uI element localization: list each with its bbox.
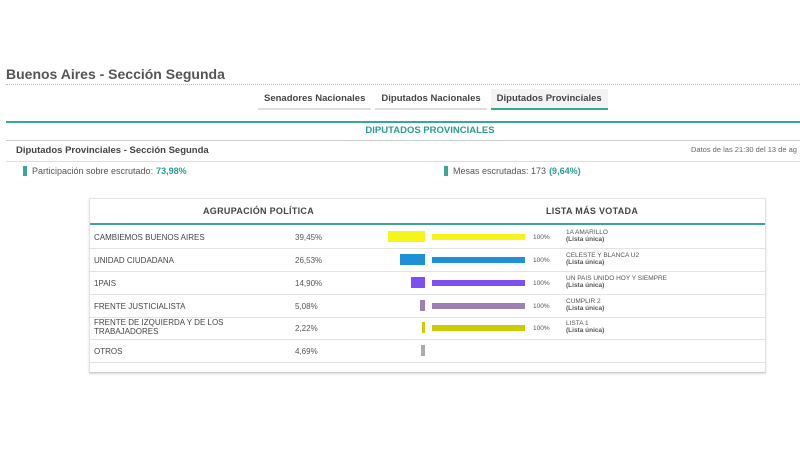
vote-share-bar — [411, 277, 425, 288]
list-subtitle: (Lista única) — [566, 327, 605, 334]
section-subtitle: Diputados Provinciales - Sección Segunda — [16, 145, 209, 156]
party-name: 1PAIS — [94, 279, 117, 288]
table-row: CAMBIEMOS BUENOS AIRES 39,45% 100% 1A AMARI… — [90, 226, 765, 249]
mesas-label: Mesas escrutadas: 173 — [453, 166, 547, 176]
list-subtitle: (Lista única) — [566, 305, 605, 312]
list-info: UN PAIS UNIDO HOY Y SIEMPRE (Lista única) — [566, 275, 667, 289]
vote-share-bar — [388, 231, 425, 242]
list-info: LISTA 1 (Lista única) — [566, 320, 604, 334]
participation-value: 73,98% — [156, 166, 187, 176]
party-percentage: 14,90% — [295, 279, 323, 288]
list-percentage: 100% — [533, 303, 550, 310]
data-timestamp: Datos de las 21:30 del 13 de ag — [691, 145, 797, 154]
column-header-lista: LISTA MÁS VOTADA — [546, 206, 639, 216]
list-info: 1A AMARILLO (Lista única) — [566, 229, 608, 243]
tab-senadores-nacionales[interactable]: Senadores Nacionales — [258, 89, 372, 110]
list-name: UN PAIS UNIDO HOY Y SIEMPRE — [566, 275, 668, 282]
list-name: 1A AMARILLO — [566, 229, 608, 236]
list-name: CUMPLIR 2 — [566, 298, 601, 305]
page-title: Buenos Aires - Sección Segunda — [6, 66, 225, 82]
list-percentage: 100% — [533, 257, 550, 264]
results-card: AGRUPACIÓN POLÍTICA LISTA MÁS VOTADA CAM… — [89, 198, 766, 373]
list-percentage: 100% — [533, 280, 550, 287]
tab-diputados-nacionales[interactable]: Diputados Nacionales — [375, 89, 487, 110]
column-header-agrupacion: AGRUPACIÓN POLÍTICA — [203, 206, 315, 216]
list-share-bar — [432, 234, 525, 240]
table-row: UNIDAD CIUDADANA 26,53% 100% CELESTE Y BLAN… — [90, 249, 765, 272]
list-subtitle: (Lista única) — [566, 282, 605, 289]
party-name: CAMBIEMOS BUENOS AIRES — [94, 233, 205, 242]
mesas-stat: Mesas escrutadas: 173 (9,64%) — [444, 166, 581, 176]
participation-label: Participación sobre escrutado: — [32, 166, 154, 176]
list-share-bar — [432, 280, 525, 286]
list-share-bar — [432, 257, 525, 263]
table-row: FRENTE JUSTICIALISTA 5,08% 100% CUMPLIR 2 (L… — [90, 295, 765, 318]
list-info: CUMPLIR 2 (Lista única) — [566, 298, 604, 312]
party-name: UNIDAD CIUDADANA — [94, 256, 175, 265]
list-percentage: 100% — [533, 234, 550, 241]
list-percentage: 100% — [533, 325, 550, 332]
results-table-header: AGRUPACIÓN POLÍTICA LISTA MÁS VOTADA — [90, 199, 765, 225]
party-percentage: 2,22% — [295, 324, 318, 333]
party-name: FRENTE JUSTICIALISTA — [94, 302, 186, 311]
list-subtitle: (Lista única) — [566, 236, 605, 243]
vote-share-bar — [400, 254, 425, 265]
subheader-divider-bottom — [6, 161, 800, 162]
list-name: CELESTE Y BLANCA U2 — [566, 252, 640, 259]
table-row: FRENTE DE IZQUIERDA Y DE LOS TRABAJADORE… — [90, 317, 765, 340]
section-divider — [6, 121, 800, 123]
party-name: FRENTE DE IZQUIERDA Y DE LOS TRABAJADORE… — [94, 318, 224, 336]
tab-bar: Senadores Nacionales Diputados Nacionale… — [258, 89, 608, 110]
vote-share-bar — [420, 300, 425, 311]
mesas-value: (9,64%) — [549, 166, 581, 176]
table-row: OTROS 4,69% — [90, 340, 765, 363]
list-share-bar — [432, 303, 525, 309]
list-name: LISTA 1 — [566, 320, 589, 327]
party-percentage: 26,53% — [295, 256, 323, 265]
vote-share-bar — [422, 322, 425, 333]
participation-stat: Participación sobre escrutado: 73,98% — [23, 166, 187, 176]
participation-marker — [23, 166, 27, 176]
list-share-bar — [432, 325, 525, 331]
list-info: CELESTE Y BLANCA U2 (Lista única) — [566, 252, 639, 266]
vote-share-bar — [421, 345, 425, 356]
section-title: DIPUTADOS PROVINCIALES — [365, 125, 495, 136]
party-name: OTROS — [94, 347, 123, 356]
party-percentage: 5,08% — [295, 302, 318, 311]
party-percentage: 39,45% — [295, 233, 323, 242]
tab-diputados-provinciales[interactable]: Diputados Provinciales — [490, 89, 608, 110]
table-row: 1PAIS 14,90% 100% UN PAIS UNIDO HOY Y SIEMP… — [90, 272, 765, 295]
party-percentage: 4,69% — [295, 347, 318, 356]
list-subtitle: (Lista única) — [566, 259, 605, 266]
title-divider — [6, 84, 800, 85]
mesas-marker — [444, 166, 448, 176]
subheader-divider-top — [6, 140, 800, 141]
